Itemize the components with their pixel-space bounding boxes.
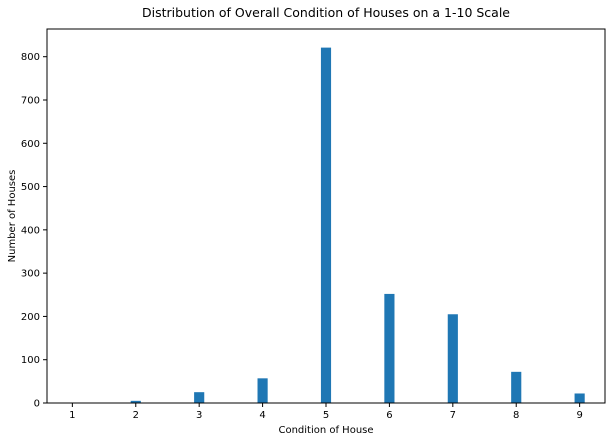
bar-condition-7	[447, 314, 458, 403]
bar-condition-3	[194, 392, 205, 403]
y-tick-label: 500	[21, 182, 40, 193]
y-axis-ticks: 0 100 200 300 400 500 600 700 800	[21, 52, 47, 410]
x-tick-label: 1	[69, 410, 75, 421]
x-tick-label: 4	[259, 410, 265, 421]
x-tick-label: 5	[323, 410, 329, 421]
y-tick-label: 300	[21, 269, 40, 280]
bar-condition-8	[511, 371, 522, 403]
bar-condition-2	[130, 400, 141, 403]
x-tick-label: 8	[513, 410, 519, 421]
bar-condition-4	[257, 378, 268, 403]
y-tick-label: 400	[21, 225, 40, 236]
x-axis-ticks: 1 2 3 4 5 6 7 8 9	[69, 403, 583, 421]
y-axis-label: Number of Houses	[7, 170, 18, 263]
x-axis-label: Condition of House	[278, 425, 373, 436]
x-tick-label: 6	[386, 410, 392, 421]
y-tick-label: 800	[21, 52, 40, 63]
y-tick-label: 600	[21, 139, 40, 150]
y-tick-label: 200	[21, 312, 40, 323]
y-tick-label: 100	[21, 355, 40, 366]
chart-title: Distribution of Overall Condition of Hou…	[142, 5, 510, 20]
x-tick-label: 2	[133, 410, 139, 421]
plot-area	[67, 47, 585, 403]
y-tick-label: 700	[21, 95, 40, 106]
bar-condition-5	[320, 47, 332, 403]
bar-condition-6	[384, 293, 395, 403]
x-tick-label: 9	[576, 410, 582, 421]
x-tick-label: 7	[450, 410, 456, 421]
y-tick-label: 0	[34, 399, 40, 410]
bar-condition-9	[574, 393, 585, 403]
plot-frame	[46, 28, 606, 404]
x-tick-label: 3	[196, 410, 202, 421]
